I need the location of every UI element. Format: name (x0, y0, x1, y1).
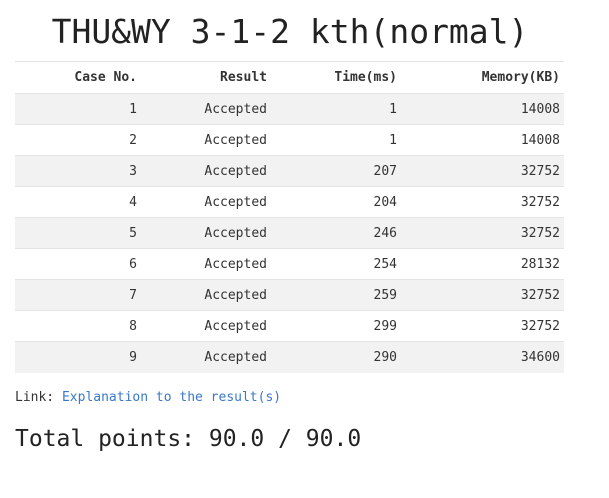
time-cell: 204 (271, 186, 401, 218)
link-prefix: Link: (15, 390, 55, 405)
time-cell: 207 (271, 155, 401, 187)
result-cell: Accepted (141, 124, 271, 156)
link-line: Link: Explanation to the result(s) (15, 390, 281, 406)
table-row: 8 Accepted 299 32752 (15, 310, 564, 342)
memory-cell: 28132 (401, 248, 564, 280)
time-cell: 246 (271, 217, 401, 249)
case-number-cell: 8 (15, 310, 141, 342)
case-number-cell: 7 (15, 279, 141, 311)
explanation-link[interactable]: Explanation to the result(s) (61, 390, 282, 405)
column-header-result: Result (141, 61, 271, 94)
memory-cell: 32752 (401, 217, 564, 249)
time-cell: 254 (271, 248, 401, 280)
time-cell: 299 (271, 310, 401, 342)
table-row: 6 Accepted 254 28132 (15, 248, 564, 280)
total-points: Total points: 90.0 / 90.0 (15, 426, 362, 452)
table-row: 9 Accepted 290 34600 (15, 341, 564, 373)
result-cell: Accepted (141, 93, 271, 125)
table-header-row: Case No. Result Time(ms) Memory(KB) (15, 61, 564, 94)
case-number-cell: 4 (15, 186, 141, 218)
result-cell: Accepted (141, 217, 271, 249)
result-cell: Accepted (141, 186, 271, 218)
memory-cell: 32752 (401, 155, 564, 187)
table-row: 3 Accepted 207 32752 (15, 155, 564, 187)
case-number-cell: 5 (15, 217, 141, 249)
time-cell: 1 (271, 124, 401, 156)
case-number-cell: 3 (15, 155, 141, 187)
column-header-time: Time(ms) (271, 61, 401, 94)
table-row: 5 Accepted 246 32752 (15, 217, 564, 249)
case-number-cell: 6 (15, 248, 141, 280)
table-row: 7 Accepted 259 32752 (15, 279, 564, 311)
memory-cell: 14008 (401, 93, 564, 125)
result-cell: Accepted (141, 155, 271, 187)
case-number-cell: 9 (15, 341, 141, 373)
case-number-cell: 1 (15, 93, 141, 125)
time-cell: 259 (271, 279, 401, 311)
result-cell: Accepted (141, 341, 271, 373)
memory-cell: 32752 (401, 279, 564, 311)
result-cell: Accepted (141, 310, 271, 342)
table-row: 1 Accepted 1 14008 (15, 93, 564, 125)
memory-cell: 32752 (401, 186, 564, 218)
results-table: Case No. Result Time(ms) Memory(KB) 1 Ac… (15, 61, 564, 373)
memory-cell: 34600 (401, 341, 564, 373)
page-title: THU&WY 3-1-2 kth(normal) (51, 12, 529, 51)
column-header-memory: Memory(KB) (401, 61, 564, 94)
memory-cell: 14008 (401, 124, 564, 156)
case-number-cell: 2 (15, 124, 141, 156)
table-row: 2 Accepted 1 14008 (15, 124, 564, 156)
time-cell: 290 (271, 341, 401, 373)
result-cell: Accepted (141, 248, 271, 280)
table-row: 4 Accepted 204 32752 (15, 186, 564, 218)
column-header-case: Case No. (15, 61, 141, 94)
result-cell: Accepted (141, 279, 271, 311)
memory-cell: 32752 (401, 310, 564, 342)
time-cell: 1 (271, 93, 401, 125)
